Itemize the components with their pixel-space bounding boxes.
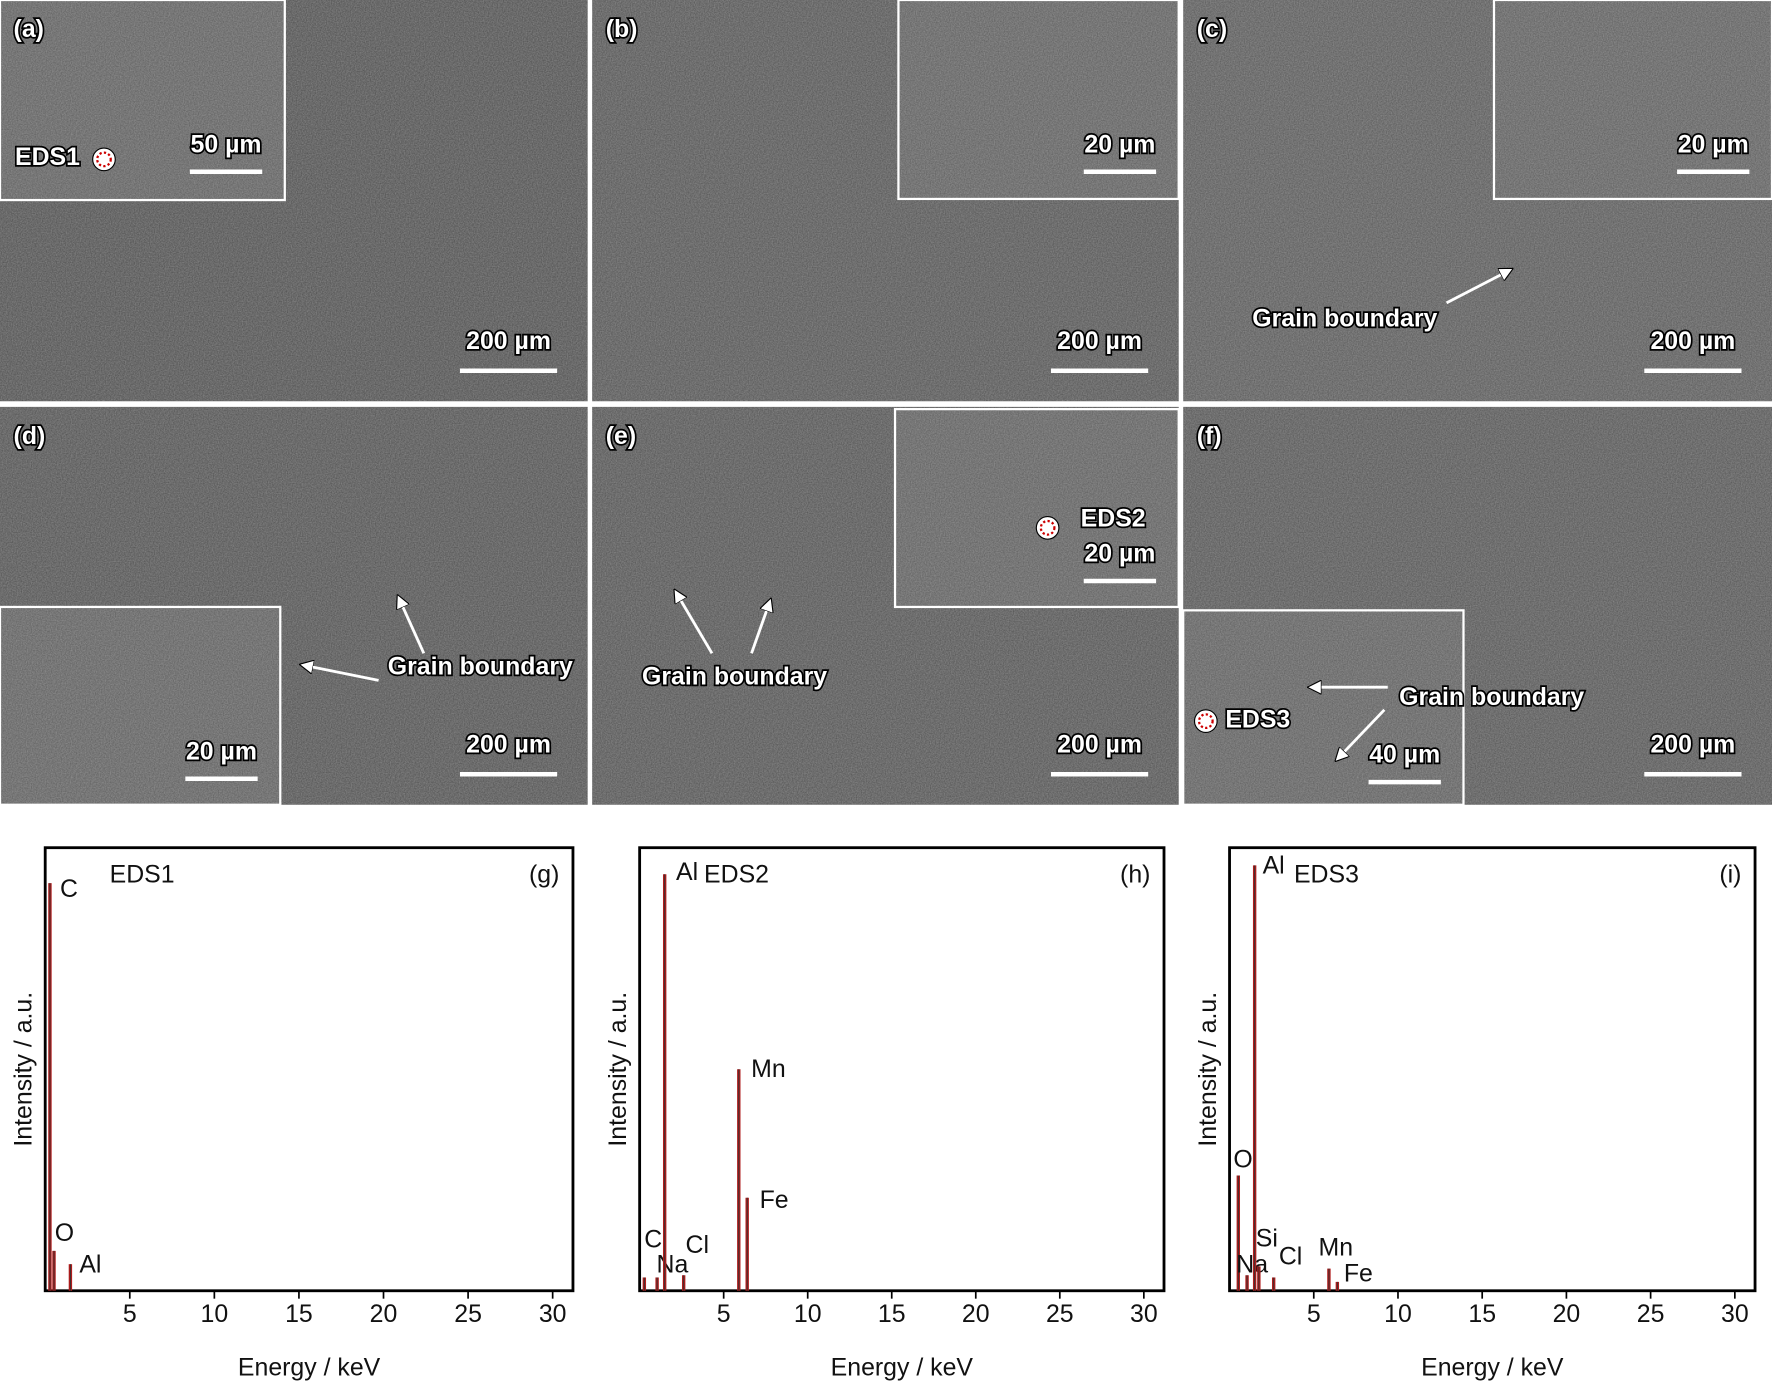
plot-frame bbox=[1228, 846, 1757, 1293]
y-axis-label: Intensity / a.u. bbox=[9, 992, 37, 1147]
arrow bbox=[398, 596, 426, 654]
inset-scale-bar-label: 40 µm bbox=[1369, 741, 1440, 769]
peak-label: Cl bbox=[1279, 1243, 1302, 1271]
scale-bar-label: 200 µm bbox=[1057, 327, 1142, 355]
x-tick-label: 15 bbox=[285, 1300, 313, 1328]
x-tick-label: 5 bbox=[717, 1300, 731, 1328]
panel-label: (e) bbox=[606, 422, 636, 450]
inset-scale-bar-label: 20 µm bbox=[1084, 540, 1155, 568]
chart-title: EDS3 bbox=[1294, 861, 1359, 889]
y-axis-label: Intensity / a.u. bbox=[1194, 992, 1222, 1147]
x-tick-label: 10 bbox=[1384, 1300, 1412, 1328]
plot-frame bbox=[43, 846, 575, 1293]
x-tick-label: 15 bbox=[878, 1300, 906, 1328]
inset-scale-bar-label: 20 µm bbox=[1084, 130, 1155, 158]
eds-point-dots bbox=[1197, 713, 1214, 730]
x-tick-label: 30 bbox=[539, 1300, 567, 1328]
eds-point bbox=[1035, 515, 1060, 540]
x-tick-label: 25 bbox=[1637, 1300, 1665, 1328]
x-axis-label: Energy / keV bbox=[831, 1353, 974, 1381]
x-axis-label: Energy / keV bbox=[1421, 1353, 1564, 1381]
scale-bar-label: 200 µm bbox=[1057, 731, 1142, 759]
plot-frame bbox=[638, 846, 1166, 1293]
panel-label: (c) bbox=[1197, 15, 1227, 43]
eds-point-dots bbox=[96, 151, 112, 168]
x-tick-label: 25 bbox=[454, 1300, 482, 1328]
arrow bbox=[1445, 267, 1513, 305]
x-tick-label: 5 bbox=[123, 1300, 137, 1328]
annotation: EDS1 bbox=[15, 143, 80, 171]
panel-label: (h) bbox=[1120, 861, 1150, 889]
eds-point bbox=[1193, 709, 1218, 733]
sem-inset-texture bbox=[896, 410, 1178, 606]
x-tick-label: 15 bbox=[1468, 1300, 1496, 1328]
panel-label: (a) bbox=[14, 15, 44, 43]
panel-label: (d) bbox=[14, 422, 46, 450]
x-tick-label: 5 bbox=[1307, 1300, 1321, 1328]
annotation: Grain boundary bbox=[1252, 304, 1437, 332]
arrow bbox=[301, 665, 379, 682]
inset-scale-bar-label: 50 µm bbox=[191, 130, 262, 158]
sem-inset-texture bbox=[899, 1, 1178, 198]
scale-bar-label: 200 µm bbox=[1650, 327, 1735, 355]
peak-label: C bbox=[60, 875, 78, 903]
scale-bar-label: 200 µm bbox=[466, 731, 551, 759]
panel-label: (g) bbox=[529, 861, 559, 889]
peak-label: Mn bbox=[1319, 1233, 1354, 1261]
x-tick-label: 10 bbox=[794, 1300, 822, 1328]
x-tick-label: 30 bbox=[1721, 1300, 1749, 1328]
peak-label: Fe bbox=[760, 1186, 789, 1214]
peak-label: Al bbox=[676, 858, 698, 886]
x-tick-label: 10 bbox=[201, 1300, 229, 1328]
panel-label: (i) bbox=[1719, 861, 1741, 889]
arrow bbox=[1336, 708, 1386, 761]
inset-scale-bar-label: 20 µm bbox=[186, 737, 257, 765]
annotation: Grain boundary bbox=[388, 653, 573, 681]
panel-label: (b) bbox=[606, 15, 638, 43]
peak-label: Fe bbox=[1344, 1259, 1373, 1287]
x-tick-label: 20 bbox=[1553, 1300, 1581, 1328]
x-axis-label: Energy / keV bbox=[238, 1353, 381, 1381]
y-axis-label: Intensity / a.u. bbox=[604, 992, 632, 1147]
peak-label: Mn bbox=[751, 1055, 786, 1083]
peak-label: Na bbox=[1236, 1250, 1268, 1278]
arrow bbox=[675, 590, 714, 655]
peak-label: Si bbox=[1256, 1224, 1278, 1252]
annotation: Grain boundary bbox=[642, 663, 827, 691]
peak-label: O bbox=[55, 1219, 74, 1247]
panel-label: (f) bbox=[1197, 422, 1222, 450]
sem-inset-texture bbox=[1, 608, 280, 804]
x-tick-label: 20 bbox=[370, 1300, 398, 1328]
scale-bar-label: 200 µm bbox=[466, 327, 551, 355]
peak-label: Al bbox=[1263, 851, 1285, 879]
peak-label: O bbox=[1233, 1145, 1252, 1173]
annotation: EDS2 bbox=[1081, 504, 1146, 532]
eds-point-dots bbox=[1039, 519, 1056, 536]
annotation: Grain boundary bbox=[1399, 683, 1584, 711]
arrow bbox=[750, 599, 771, 654]
x-tick-label: 25 bbox=[1046, 1300, 1074, 1328]
peak-label: C bbox=[644, 1226, 662, 1254]
sem-inset-texture bbox=[1, 1, 284, 199]
annotation: EDS3 bbox=[1225, 706, 1290, 734]
inset-scale-bar-label: 20 µm bbox=[1678, 130, 1749, 158]
peak-label: Na bbox=[657, 1250, 689, 1278]
scale-bar-label: 200 µm bbox=[1650, 731, 1735, 759]
sem-inset-texture bbox=[1184, 611, 1463, 804]
peak-label: Cl bbox=[686, 1231, 709, 1259]
peak-label: Al bbox=[79, 1250, 101, 1278]
x-tick-label: 30 bbox=[1130, 1300, 1158, 1328]
sem-inset-texture bbox=[1495, 1, 1771, 198]
chart-title: EDS2 bbox=[704, 861, 769, 889]
chart-title: EDS1 bbox=[110, 861, 175, 889]
x-tick-label: 20 bbox=[962, 1300, 990, 1328]
eds-point bbox=[92, 147, 116, 172]
